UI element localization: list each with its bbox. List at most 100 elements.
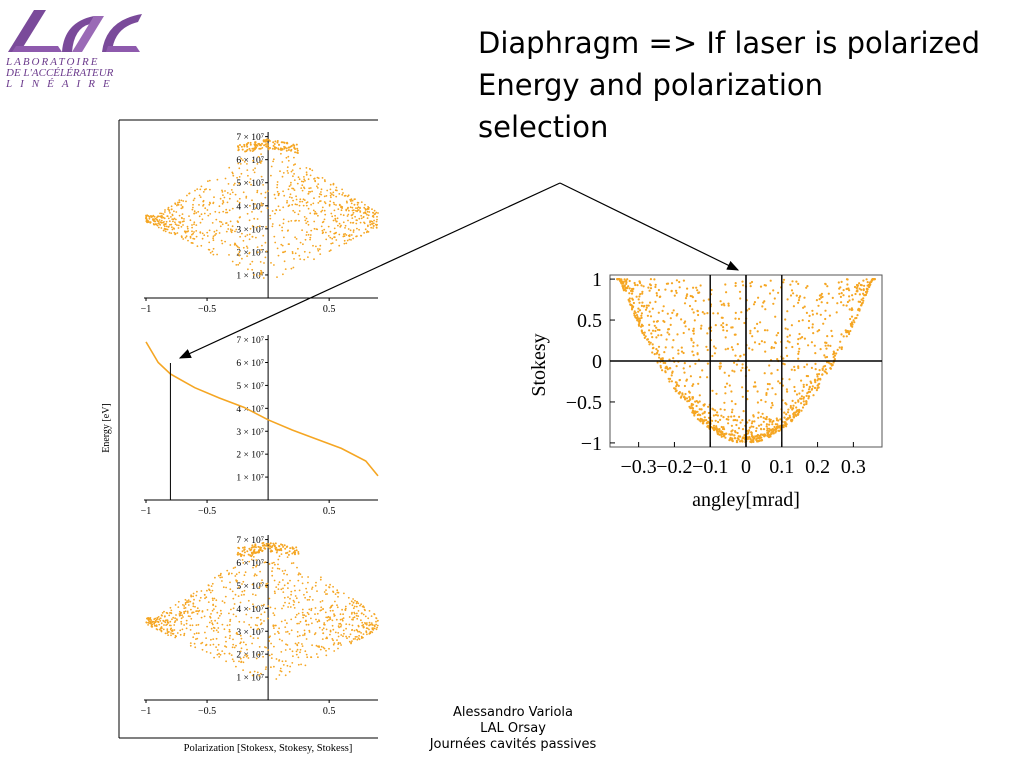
data-point (366, 622, 368, 624)
data-point (792, 413, 795, 416)
data-point (284, 626, 287, 628)
data-point (279, 667, 282, 670)
data-point (225, 211, 227, 214)
data-point (764, 434, 767, 437)
data-point (735, 423, 738, 427)
data-point (208, 179, 211, 182)
data-point (165, 225, 168, 228)
data-point (653, 353, 656, 356)
data-point (260, 248, 263, 251)
data-point (749, 282, 752, 285)
data-point (725, 382, 729, 385)
data-point (724, 348, 727, 351)
data-point (334, 600, 336, 603)
data-point (236, 245, 239, 248)
data-point (342, 617, 345, 619)
data-point (376, 626, 378, 629)
data-point (235, 615, 238, 618)
data-point (245, 655, 248, 658)
data-point (373, 219, 375, 222)
data-point (229, 244, 232, 246)
data-point (260, 622, 263, 625)
data-point (752, 440, 755, 443)
data-point (278, 555, 281, 558)
data-point (242, 656, 245, 659)
data-point (311, 644, 313, 647)
data-point (184, 598, 187, 601)
data-point (734, 430, 737, 433)
data-point (207, 584, 210, 586)
data-point (738, 290, 742, 293)
data-point (635, 314, 639, 317)
data-point (159, 224, 162, 226)
data-point (239, 601, 242, 604)
data-point (664, 366, 667, 369)
data-point (677, 352, 680, 355)
data-point (152, 223, 155, 226)
data-point (257, 545, 260, 548)
data-point (797, 412, 800, 416)
data-point (191, 242, 194, 245)
data-point (263, 543, 266, 546)
data-point (375, 628, 378, 631)
data-point (689, 294, 692, 298)
data-point (824, 317, 827, 321)
x-tick-label: −0.1 (692, 456, 728, 478)
data-point (734, 284, 737, 287)
data-point (333, 614, 336, 617)
data-point (274, 542, 277, 545)
data-point (352, 211, 355, 214)
data-point (285, 552, 287, 555)
data-point (829, 362, 832, 365)
data-point (817, 377, 820, 380)
data-point (292, 599, 295, 602)
data-point (332, 182, 335, 185)
y-tick-label: 4 × 10⁷ (236, 605, 264, 615)
y-tick-label: 7 × 10⁷ (236, 536, 264, 546)
data-point (848, 295, 851, 298)
data-point (304, 238, 307, 241)
data-point (210, 638, 212, 641)
data-point (218, 211, 221, 214)
data-point (326, 619, 329, 622)
x-tick-label: 0.5 (323, 506, 336, 517)
data-point (706, 332, 709, 335)
data-point (294, 148, 297, 150)
data-point (311, 622, 313, 625)
data-point (321, 177, 324, 179)
data-point (691, 384, 694, 387)
data-point (827, 344, 830, 347)
data-point (254, 573, 256, 576)
data-point (176, 232, 179, 234)
data-point (372, 214, 375, 217)
data-point (263, 620, 265, 622)
data-point (340, 213, 342, 216)
data-point (286, 201, 288, 204)
data-point (788, 341, 791, 344)
data-point (351, 618, 353, 621)
data-point (234, 575, 237, 577)
data-point (375, 227, 378, 229)
data-point (720, 303, 723, 306)
data-point (840, 347, 843, 351)
data-point (149, 617, 152, 619)
data-point (748, 435, 751, 439)
data-point (706, 376, 709, 379)
data-point (250, 546, 253, 549)
data-point (254, 543, 257, 546)
data-point (259, 548, 262, 551)
data-point (219, 225, 222, 228)
data-point (304, 620, 307, 623)
data-point (746, 389, 749, 393)
data-point (354, 215, 356, 218)
data-point (643, 336, 646, 339)
data-point (353, 605, 356, 608)
data-point (333, 613, 335, 615)
data-point (755, 429, 758, 433)
data-point (301, 611, 304, 614)
y-tick-label: 1 × 10⁷ (236, 674, 264, 684)
x-tick-label: −1 (141, 506, 152, 517)
data-point (177, 227, 180, 229)
data-point (333, 642, 336, 644)
